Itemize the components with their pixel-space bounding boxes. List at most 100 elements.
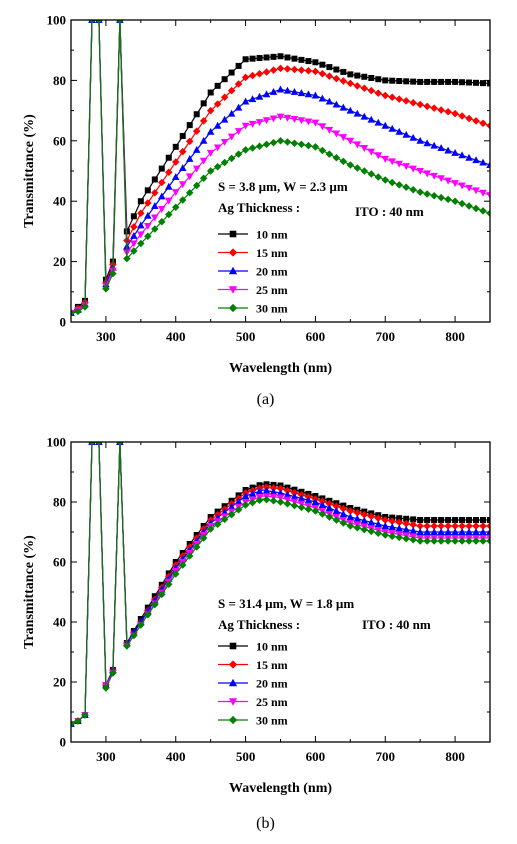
legend-label: 30 nm [256, 302, 288, 316]
data-point [423, 537, 431, 545]
data-point [409, 185, 417, 194]
data-point [417, 517, 424, 523]
legend-marker [228, 266, 238, 275]
data-point [200, 100, 207, 107]
data-point [270, 53, 277, 60]
y-tick-label: 80 [53, 495, 66, 510]
data-point [409, 165, 417, 173]
data-point [444, 195, 452, 204]
legend-marker [229, 230, 237, 238]
data-point [178, 147, 187, 156]
data-point [248, 144, 257, 152]
data-point [213, 121, 222, 129]
legend-marker [229, 642, 237, 650]
data-point [479, 537, 487, 545]
data-point [206, 127, 215, 135]
data-point [185, 137, 194, 146]
data-point [458, 522, 466, 530]
data-point [151, 176, 158, 183]
data-point [304, 505, 313, 513]
data-point [74, 717, 82, 725]
data-point [402, 130, 410, 138]
x-tick-label: 400 [166, 749, 186, 764]
data-point [304, 90, 313, 98]
data-point [416, 537, 424, 545]
data-point [102, 285, 110, 293]
data-point [437, 522, 445, 530]
data-point [388, 93, 396, 102]
data-point [130, 232, 138, 239]
data-point [262, 140, 271, 149]
annotation-ito: ITO : 40 nm [362, 617, 431, 632]
data-point [486, 192, 490, 200]
data-point [451, 537, 459, 545]
data-point [74, 307, 82, 316]
legend-marker [228, 248, 238, 257]
data-point [360, 84, 369, 93]
data-point [396, 78, 403, 85]
legend-label: 25 nm [256, 283, 288, 297]
data-point [388, 158, 396, 166]
data-point [445, 517, 452, 523]
data-point [255, 487, 264, 495]
legend-marker [228, 286, 238, 294]
data-point [123, 254, 131, 263]
data-point [360, 525, 369, 534]
data-point [158, 206, 166, 213]
data-point [269, 87, 278, 95]
data-point [262, 68, 271, 76]
data-point [109, 669, 117, 677]
data-point [262, 495, 271, 504]
data-point [137, 221, 145, 229]
data-point [472, 117, 480, 125]
data-point [361, 73, 368, 80]
data-point [263, 54, 270, 61]
data-point [430, 141, 438, 149]
legend-marker [228, 715, 238, 725]
data-point [220, 115, 229, 123]
data-point [283, 490, 292, 498]
data-point [353, 141, 362, 149]
data-point [248, 489, 257, 497]
x-tick-label: 500 [236, 329, 256, 344]
data-point [459, 79, 466, 86]
data-point [283, 65, 292, 73]
annotation-parameters: S = 3.8 µm, W = 2.3 µm [218, 179, 348, 194]
data-point [395, 524, 403, 532]
data-point [375, 76, 382, 83]
x-tick-label: 600 [306, 329, 326, 344]
data-point [395, 127, 403, 135]
data-point [403, 515, 410, 522]
data-point [486, 161, 490, 168]
data-point [144, 232, 152, 240]
data-point [311, 119, 320, 127]
legend-marker [228, 660, 238, 669]
data-point [444, 177, 452, 185]
data-point [178, 181, 187, 189]
data-point [431, 517, 438, 523]
data-point [276, 64, 285, 73]
data-point [151, 214, 159, 222]
data-point [284, 54, 291, 61]
data-point [137, 209, 145, 218]
data-point [332, 502, 341, 510]
data-point [206, 167, 215, 175]
y-tick-label: 100 [47, 13, 67, 28]
data-point [207, 89, 214, 96]
x-tick-label: 700 [376, 749, 396, 764]
data-point [199, 157, 208, 165]
x-axis-label: Wavelength (nm) [229, 781, 332, 796]
legend-label: 20 nm [256, 677, 288, 691]
data-point [465, 537, 473, 545]
data-point [325, 72, 334, 80]
data-point [486, 522, 490, 530]
data-point [452, 78, 459, 85]
data-point [402, 519, 410, 528]
data-point [227, 510, 236, 519]
series-20-nm [71, 20, 490, 316]
data-point [297, 494, 306, 502]
data-point [374, 529, 383, 537]
data-point [409, 536, 417, 544]
data-point [325, 504, 334, 511]
data-point [430, 522, 438, 530]
